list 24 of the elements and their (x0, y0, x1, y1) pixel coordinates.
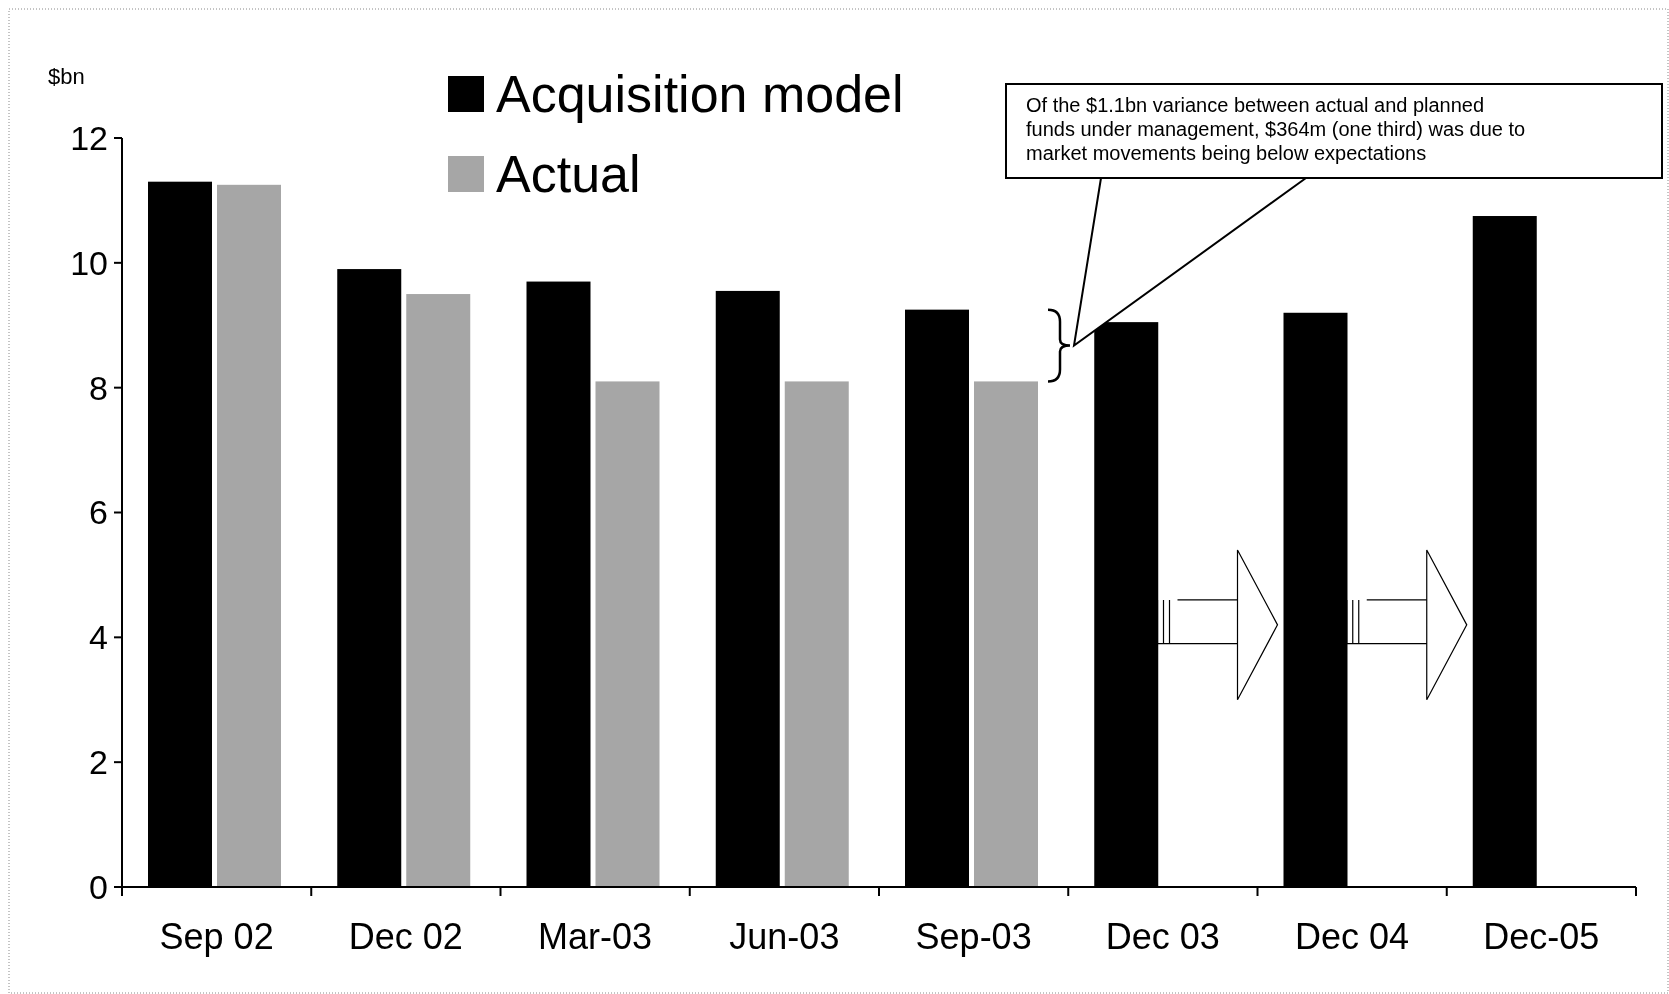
y-tick-label: 0 (89, 867, 108, 906)
x-tick-label: Dec-05 (1483, 916, 1600, 957)
legend-label: Acquisition model (496, 65, 904, 124)
x-tick-label: Mar-03 (538, 916, 653, 957)
bar (595, 381, 660, 887)
bar (974, 381, 1038, 887)
bar (217, 184, 281, 887)
x-tick-label: Dec 04 (1295, 916, 1410, 957)
y-tick-label: 4 (89, 618, 108, 657)
x-tick-label: Dec 02 (348, 916, 463, 957)
y-tick-label: 12 (70, 118, 108, 157)
x-tick-label: Dec 03 (1105, 916, 1220, 957)
y-tick-label: 6 (89, 493, 108, 532)
y-tick-label: 8 (89, 368, 108, 407)
y-tick-label: 2 (89, 743, 108, 782)
y-tick-label: 10 (70, 243, 108, 282)
y-axis-title: $bn (48, 64, 85, 89)
annotation: Of the $1.1bn variance between actual and planned funds under management, $364m (one third) was due to market movements being below expectations (1026, 94, 1526, 164)
bar (784, 381, 849, 887)
x-tick-label: Sep-03 (915, 916, 1032, 957)
bar (406, 294, 471, 887)
x-tick-label: Jun-03 (729, 916, 840, 957)
legend-label: Actual (496, 145, 641, 204)
x-tick-label: Sep 02 (159, 916, 274, 957)
